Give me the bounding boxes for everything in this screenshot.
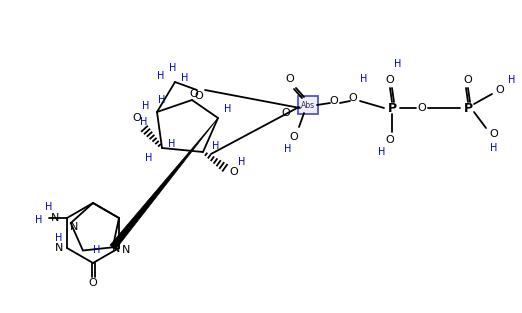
Text: O: O	[195, 91, 204, 101]
Text: O: O	[329, 96, 338, 106]
Text: O: O	[89, 278, 98, 288]
Text: H: H	[169, 63, 176, 73]
Text: H: H	[212, 141, 220, 151]
Text: O: O	[386, 135, 395, 145]
Text: O: O	[282, 108, 290, 118]
Text: N: N	[69, 222, 78, 232]
Text: Abs: Abs	[301, 100, 315, 110]
Polygon shape	[110, 118, 218, 249]
Text: H: H	[140, 117, 148, 127]
Text: H: H	[35, 215, 43, 225]
Text: O: O	[464, 75, 472, 85]
Text: H: H	[360, 74, 367, 84]
Text: O: O	[230, 167, 239, 177]
Text: O: O	[189, 89, 198, 99]
Text: H: H	[284, 144, 292, 154]
Text: H: H	[239, 157, 246, 167]
Text: H: H	[55, 233, 63, 243]
FancyBboxPatch shape	[298, 96, 318, 114]
Text: P: P	[464, 101, 472, 115]
Text: N: N	[55, 243, 63, 253]
Text: H: H	[508, 75, 516, 85]
Text: H: H	[158, 95, 165, 105]
Text: H: H	[157, 71, 164, 81]
Text: O: O	[495, 85, 504, 95]
Text: O: O	[490, 129, 499, 139]
Text: O: O	[386, 75, 395, 85]
Text: N: N	[51, 213, 59, 223]
Text: H: H	[224, 104, 232, 114]
Text: N: N	[112, 244, 120, 254]
Text: H: H	[490, 143, 497, 153]
Text: O: O	[418, 103, 426, 113]
Text: H: H	[181, 73, 188, 83]
Text: H: H	[168, 139, 176, 149]
Text: H: H	[394, 59, 402, 69]
Text: H: H	[45, 202, 53, 212]
Text: H: H	[378, 147, 386, 157]
Text: O: O	[349, 93, 358, 103]
Text: O: O	[133, 113, 141, 123]
Text: N: N	[122, 245, 130, 255]
Text: H: H	[145, 153, 153, 163]
Text: O: O	[290, 132, 299, 142]
Text: O: O	[286, 74, 294, 84]
Text: P: P	[387, 101, 397, 115]
Text: H: H	[93, 245, 101, 255]
Text: H: H	[143, 101, 150, 111]
